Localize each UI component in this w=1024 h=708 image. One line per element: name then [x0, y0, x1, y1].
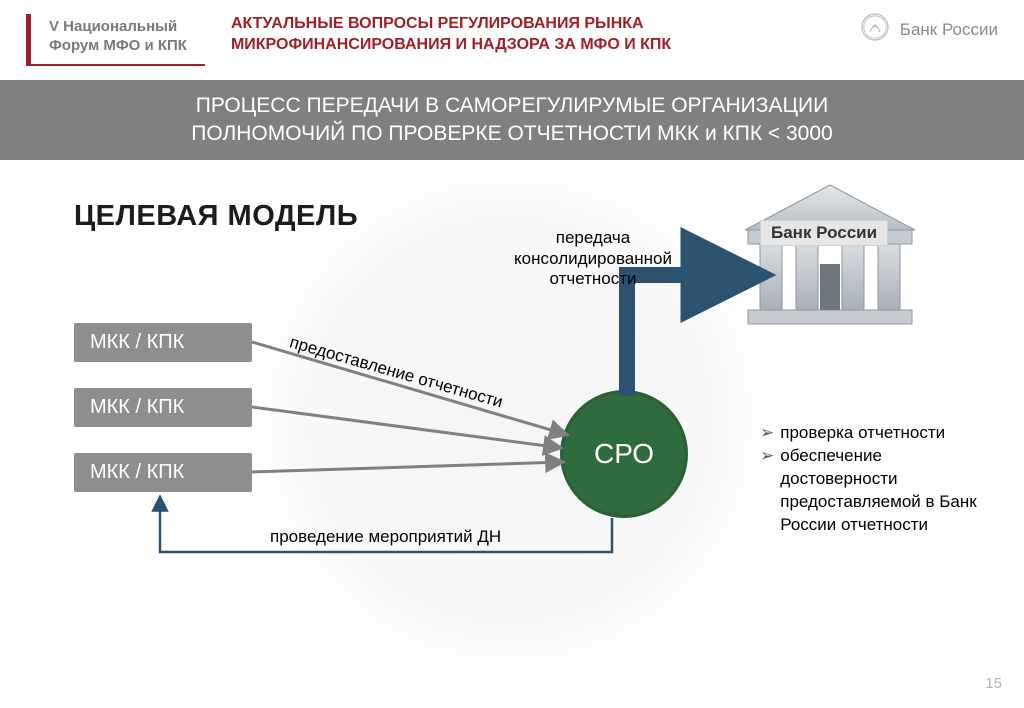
band-line1: ПРОЦЕСС ПЕРЕДАЧИ В САМОРЕГУЛИРУМЫЕ ОРГАН…: [30, 92, 994, 120]
bullets: ➢ проверка отчетности ➢ обеспечение дост…: [760, 422, 990, 537]
section-title: ЦЕЛЕВАЯ МОДЕЛЬ: [74, 200, 358, 233]
forum-line2: Форум МФО и КПК: [49, 37, 187, 56]
bullet-1: ➢ проверка отчетности: [760, 422, 990, 445]
entity-box-1: МКК / КПК: [74, 323, 252, 362]
entity-box-2: МКК / КПК: [74, 388, 252, 427]
bank-label: Банк России: [760, 220, 888, 246]
transfer-l1: передача: [498, 228, 688, 248]
forum-line1: V Национальный: [49, 18, 187, 37]
bank-node: [730, 180, 930, 335]
bank-logo-icon: [860, 12, 890, 47]
forum-box: V Национальный Форум МФО и КПК: [26, 14, 205, 66]
diagram-canvas: ЦЕЛЕВАЯ МОДЕЛЬ МКК / КПК МКК / КПК МКК /…: [0, 160, 1024, 700]
bullet-2: ➢ обеспечение достоверности предоставляе…: [760, 445, 990, 537]
entity-box-3: МКК / КПК: [74, 453, 252, 492]
bullet-1-text: проверка отчетности: [780, 422, 945, 445]
provide-label: предоставление отчетности: [287, 333, 505, 413]
title-band: ПРОЦЕСС ПЕРЕДАЧИ В САМОРЕГУЛИРУМЫЕ ОРГАН…: [0, 80, 1024, 161]
brand-text: Банк России: [900, 20, 998, 40]
subtitle-line1: АКТУАЛЬНЫЕ ВОПРОСЫ РЕГУЛИРОВАНИЯ РЫНКА: [231, 14, 671, 35]
transfer-l3: отчетности: [498, 269, 688, 289]
header: V Национальный Форум МФО и КПК АКТУАЛЬНЫ…: [0, 0, 1024, 74]
slide-subtitle: АКТУАЛЬНЫЕ ВОПРОСЫ РЕГУЛИРОВАНИЯ РЫНКА М…: [231, 14, 671, 56]
events-label: проведение мероприятий ДН: [270, 527, 501, 547]
transfer-l2: консолидированной: [498, 249, 688, 269]
brand: Банк России: [860, 12, 998, 47]
band-line2: ПОЛНОМОЧИЙ ПО ПРОВЕРКЕ ОТЧЕТНОСТИ МКК и …: [30, 120, 994, 148]
bullet-2-text: обеспечение достоверности предоставляемо…: [780, 445, 990, 537]
chevron-right-icon: ➢: [760, 422, 774, 445]
sro-node: СРО: [560, 390, 688, 518]
chevron-right-icon: ➢: [760, 445, 774, 537]
page-number: 15: [985, 675, 1002, 692]
transfer-label: передача консолидированной отчетности: [498, 228, 688, 289]
subtitle-line2: МИКРОФИНАНСИРОВАНИЯ И НАДЗОРА ЗА МФО И К…: [231, 35, 671, 56]
bank-icon: [730, 180, 930, 330]
sro-label: СРО: [594, 438, 654, 470]
